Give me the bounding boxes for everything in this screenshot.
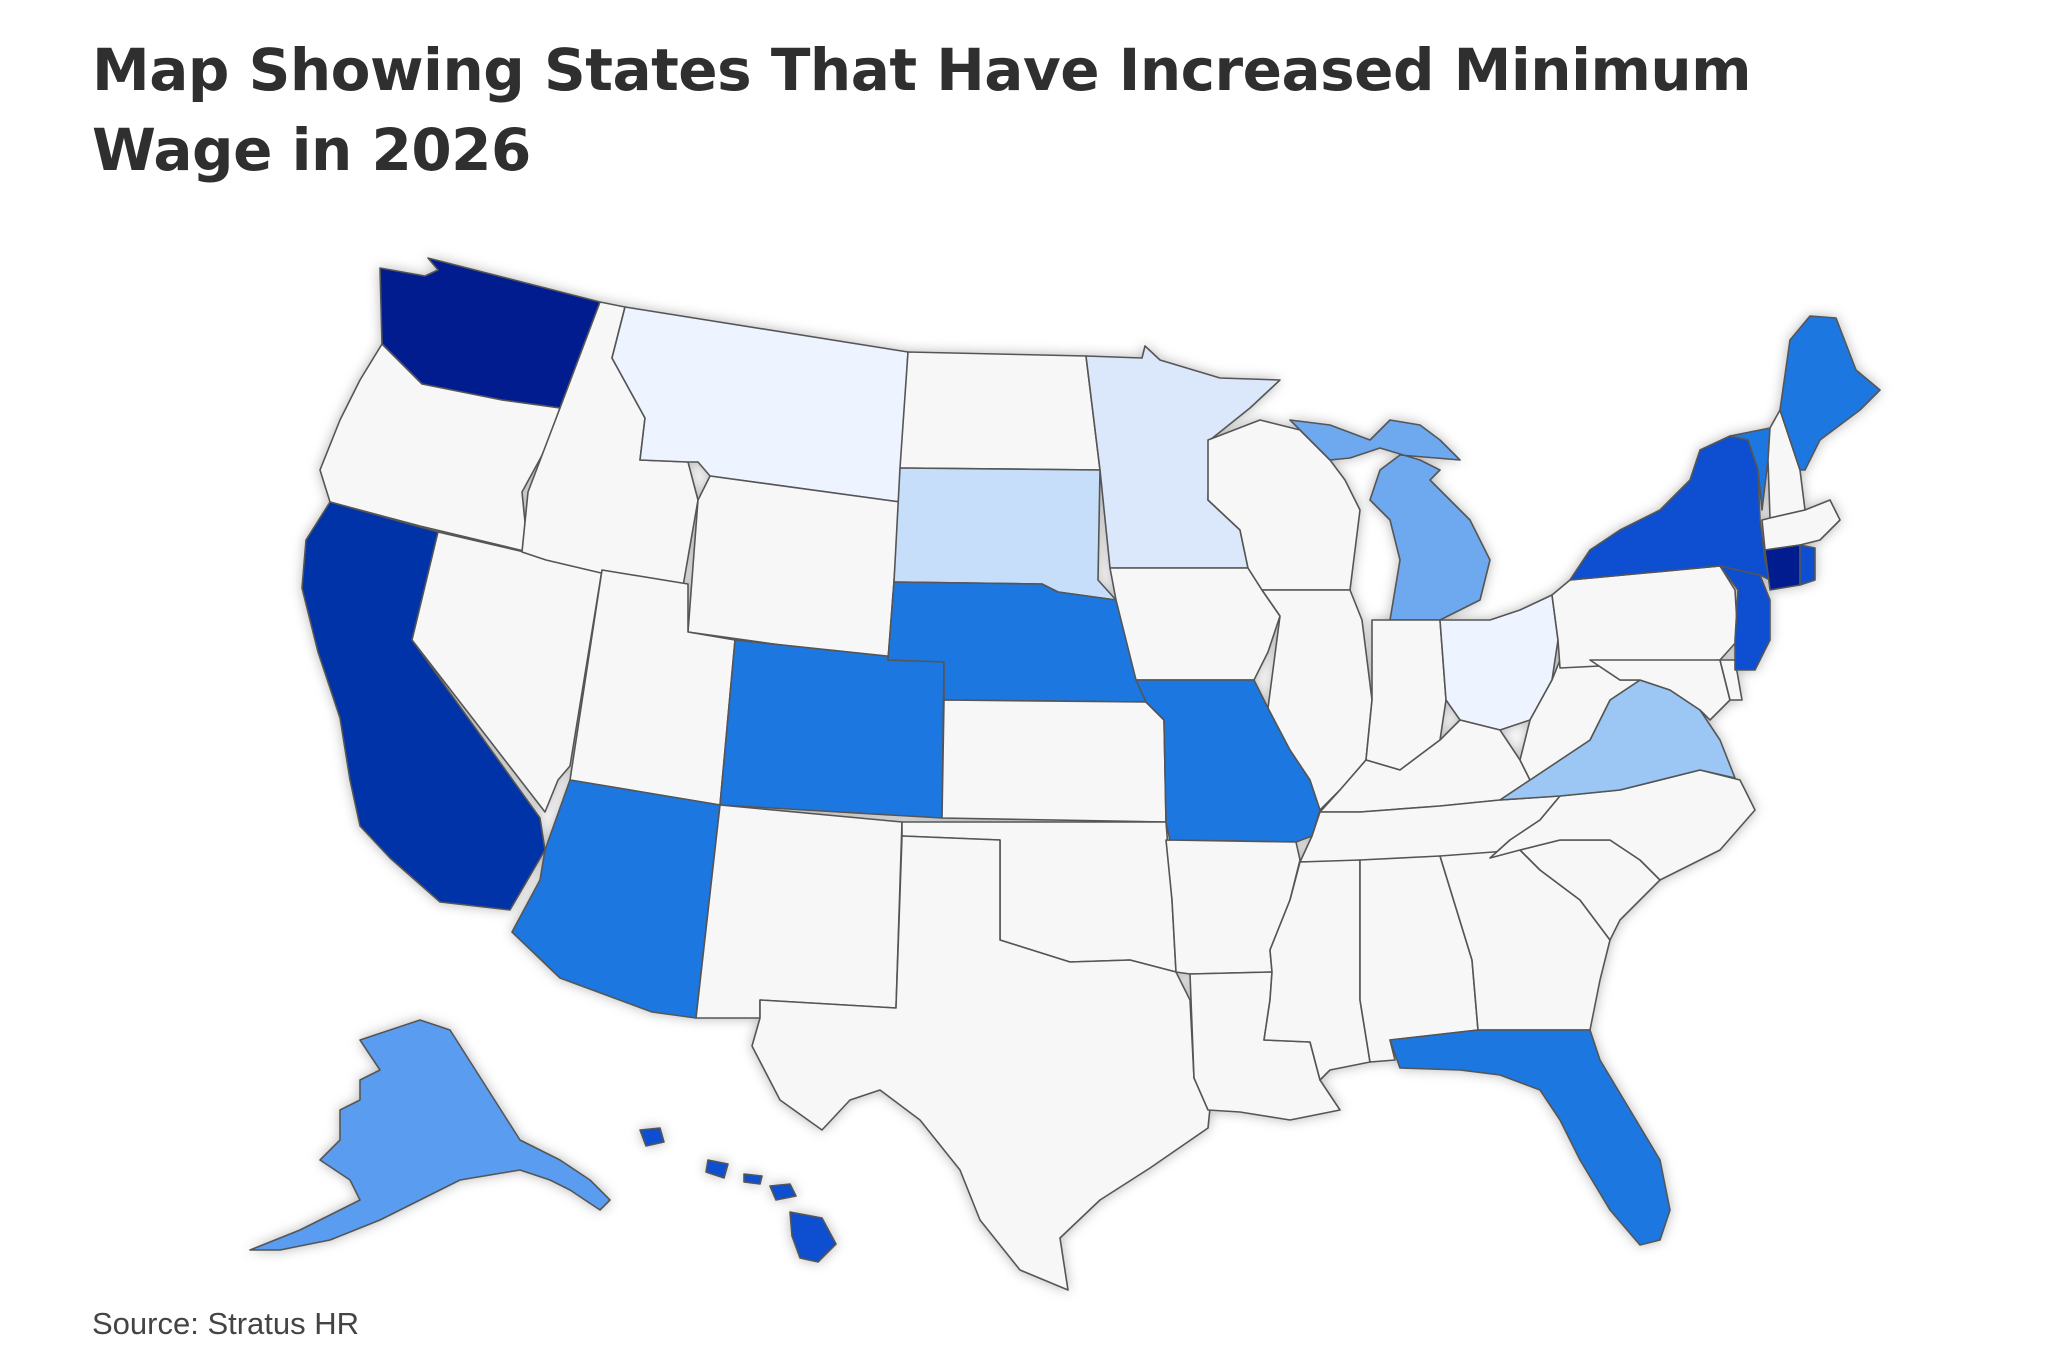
page-title: Map Showing States That Have Increased M… (92, 36, 1752, 184)
state-west-virginia[interactable] (1519, 659, 1641, 781)
state-california[interactable] (301, 501, 546, 911)
state-arizona[interactable] (511, 779, 721, 1019)
state-hawaii[interactable] (639, 1127, 837, 1263)
state-wisconsin[interactable] (1207, 419, 1361, 591)
state-alaska[interactable] (249, 1019, 611, 1251)
state-new-jersey[interactable] (1719, 565, 1771, 671)
state-florida[interactable] (1389, 1029, 1671, 1246)
state-north-carolina[interactable] (1489, 769, 1756, 881)
state-pennsylvania[interactable] (1551, 565, 1739, 669)
state-new-mexico[interactable] (695, 804, 903, 1019)
state-colorado[interactable] (719, 639, 945, 819)
source-citation: Source: Stratus HR (92, 1306, 360, 1341)
state-north-dakota[interactable] (899, 351, 1101, 471)
state-oregon[interactable] (319, 343, 561, 553)
state-wyoming[interactable] (687, 475, 901, 661)
state-rhode-island[interactable] (1799, 544, 1816, 586)
state-texas[interactable] (751, 835, 1211, 1291)
state-maine[interactable] (1779, 315, 1881, 471)
state-south-dakota[interactable] (893, 467, 1117, 601)
state-kansas[interactable] (941, 699, 1167, 823)
state-connecticut[interactable] (1764, 544, 1801, 591)
state-new-york[interactable] (1569, 435, 1771, 581)
state-iowa[interactable] (1109, 567, 1281, 681)
